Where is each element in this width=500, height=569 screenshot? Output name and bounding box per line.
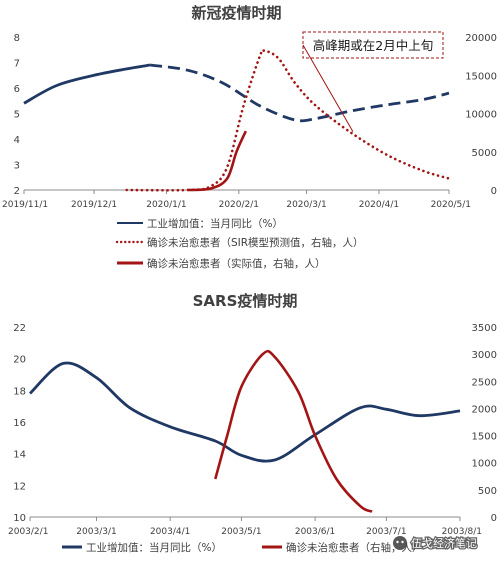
y-tick-label: 7 bbox=[14, 59, 20, 70]
y-tick-label: 2 bbox=[14, 186, 20, 197]
x-tick-label: 2020/1/1 bbox=[146, 200, 186, 210]
annotation-box bbox=[302, 31, 444, 59]
x-tick-label: 2019/11/1 bbox=[2, 200, 48, 210]
y-tick-label: 20 bbox=[13, 355, 26, 366]
legend-label: 确诊未治愈患者（右轴，人） bbox=[286, 541, 423, 554]
y2-tick-label: 500 bbox=[478, 486, 497, 497]
y-tick-label: 12 bbox=[13, 481, 26, 492]
y2-tick-label: 5000 bbox=[472, 148, 497, 159]
x-tick-label: 2020/5/1 bbox=[431, 200, 471, 210]
series-line-0 bbox=[23, 63, 151, 105]
y-tick-label: 5 bbox=[14, 110, 20, 121]
y-tick-label: 8 bbox=[14, 33, 20, 44]
y2-tick-label: 3000 bbox=[472, 350, 497, 361]
watermark-icon bbox=[393, 536, 407, 550]
y-tick-label: 10 bbox=[13, 513, 26, 524]
watermark-text: 伍戈经济笔记 bbox=[411, 536, 477, 550]
chart-title: 新冠疫情时期 bbox=[191, 4, 281, 22]
annotation-leader bbox=[302, 44, 354, 132]
panel-sars: SARS疫情时期 2003/2/1 2003/3/1 2003/4/1 2003/5/1… bbox=[8, 292, 497, 554]
x-tick-label: 2003/3/1 bbox=[76, 527, 116, 537]
x-tick-label: 2020/3/1 bbox=[286, 200, 326, 210]
watermark-icon-eye bbox=[396, 540, 399, 544]
y2-tick-label: 1500 bbox=[472, 432, 497, 443]
y-tick-label: 22 bbox=[13, 323, 26, 334]
x-tick-label: 2003/5/1 bbox=[221, 527, 261, 537]
x-tick-label: 2020/4/1 bbox=[359, 200, 399, 210]
x-tick-label: 2003/2/1 bbox=[8, 527, 48, 537]
y-tick-label: 6 bbox=[14, 84, 20, 95]
legend-label: 工业增加值：当月同比（%） bbox=[86, 541, 222, 554]
y-tick-label: 16 bbox=[13, 418, 26, 429]
y2-tick-label: 0 bbox=[491, 186, 497, 197]
series-line-1 bbox=[214, 349, 373, 513]
y-tick-label: 18 bbox=[13, 386, 26, 397]
annotation-text: 高峰期或在2月中上旬 bbox=[313, 38, 433, 53]
series-line-3 bbox=[187, 130, 247, 192]
x-tick-label: 2003/7/1 bbox=[366, 527, 406, 537]
x-tick-label: 2020/2/1 bbox=[219, 200, 259, 210]
y2-tick-label: 2000 bbox=[472, 404, 497, 415]
legend-label: 工业增加值：当月同比（%） bbox=[147, 217, 283, 230]
panel-covid: 新冠疫情时期 2019/11/1 2019/12/1 2020/1/1 2020/2/1… bbox=[2, 4, 497, 270]
legend-label: 确诊未治愈患者（SIR模型预测值，右轴，人） bbox=[147, 236, 364, 249]
watermark: 伍戈经济笔记 bbox=[393, 535, 478, 551]
y2-tick-label: 10000 bbox=[465, 110, 497, 121]
x-tick-label: 2003/4/1 bbox=[150, 527, 190, 537]
legend-label: 确诊未治愈患者（实际值，右轴，人） bbox=[147, 257, 326, 270]
y2-tick-label: 0 bbox=[491, 513, 497, 524]
y2-tick-label: 20000 bbox=[465, 33, 497, 44]
series-line-1 bbox=[149, 63, 450, 123]
y2-tick-label: 15000 bbox=[465, 71, 497, 82]
chart-title: SARS疫情时期 bbox=[193, 292, 298, 310]
series-line-2 bbox=[125, 48, 451, 192]
y2-tick-label: 1000 bbox=[472, 459, 497, 470]
x-tick-label: 2003/8/1 bbox=[442, 527, 482, 537]
y-tick-label: 14 bbox=[13, 450, 26, 461]
series-line-0 bbox=[29, 361, 461, 463]
x-tick-label: 2019/12/1 bbox=[71, 200, 117, 210]
watermark-icon-eye bbox=[401, 540, 404, 544]
y2-tick-label: 2500 bbox=[472, 377, 497, 388]
y-tick-label: 3 bbox=[14, 161, 20, 172]
y-tick-label: 4 bbox=[14, 135, 20, 146]
x-tick-label: 2003/6/1 bbox=[295, 527, 335, 537]
y2-tick-label: 3500 bbox=[472, 323, 497, 334]
